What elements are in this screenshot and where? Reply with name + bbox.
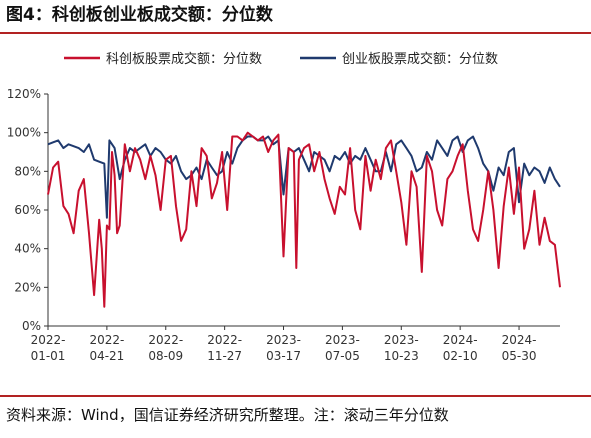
note-rule <box>0 395 591 397</box>
x-tick-label-date: 10-23 <box>384 349 419 363</box>
y-tick-label: 40% <box>14 242 41 256</box>
x-tick-label-date: 01-01 <box>31 349 66 363</box>
title-rule <box>0 32 591 34</box>
x-tick-label-date: 08-09 <box>148 349 183 363</box>
figure-title: 图4：科创板创业板成交额：分位数 <box>6 5 273 25</box>
x-tick-label-date: 03-17 <box>266 349 301 363</box>
y-axis-ticks: 0% 20% 40% 60% 80% 100% 120% <box>7 87 48 333</box>
x-tick-label-year: 2022- <box>207 333 242 347</box>
x-tick-label-year: 2022- <box>31 333 66 347</box>
legend: 科创板股票成交额：分位数 创业板股票成交额：分位数 <box>64 51 498 67</box>
series-line-star-market <box>47 131 561 308</box>
y-tick-label: 80% <box>14 164 41 178</box>
x-axis-ticks: 2022- 01-01 2022- 04-21 2022- 08-09 2022- 11-27… <box>31 326 537 363</box>
series-lines <box>47 131 561 308</box>
y-tick-label: 120% <box>7 87 41 101</box>
x-tick-label-year: 2023- <box>325 333 360 347</box>
x-tick-label-date: 07-05 <box>325 349 360 363</box>
y-tick-label: 0% <box>22 319 41 333</box>
x-tick-label-year: 2023- <box>266 333 301 347</box>
x-tick-label-year: 2023- <box>384 333 419 347</box>
x-tick-label-date: 11-27 <box>207 349 242 363</box>
y-tick-label: 20% <box>14 280 41 294</box>
legend-label-blue: 创业板股票成交额：分位数 <box>342 51 498 67</box>
x-tick-label-date: 02-10 <box>443 349 478 363</box>
x-tick-label-year: 2024- <box>502 333 537 347</box>
y-tick-label: 60% <box>14 203 41 217</box>
x-tick-label-year: 2024- <box>443 333 478 347</box>
legend-label-red: 科创板股票成交额：分位数 <box>106 51 262 67</box>
x-tick-label-year: 2022- <box>89 333 124 347</box>
y-tick-label: 100% <box>7 126 41 140</box>
source-note: 资料来源：Wind，国信证券经济研究所整理。注：滚动三年分位数 <box>6 406 449 424</box>
line-chart: 科创板股票成交额：分位数 创业板股票成交额：分位数 0% 20% 40% 60% 80%… <box>7 51 561 363</box>
x-tick-label-year: 2022- <box>148 333 183 347</box>
x-tick-label-date: 05-30 <box>502 349 537 363</box>
x-tick-label-date: 04-21 <box>89 349 124 363</box>
